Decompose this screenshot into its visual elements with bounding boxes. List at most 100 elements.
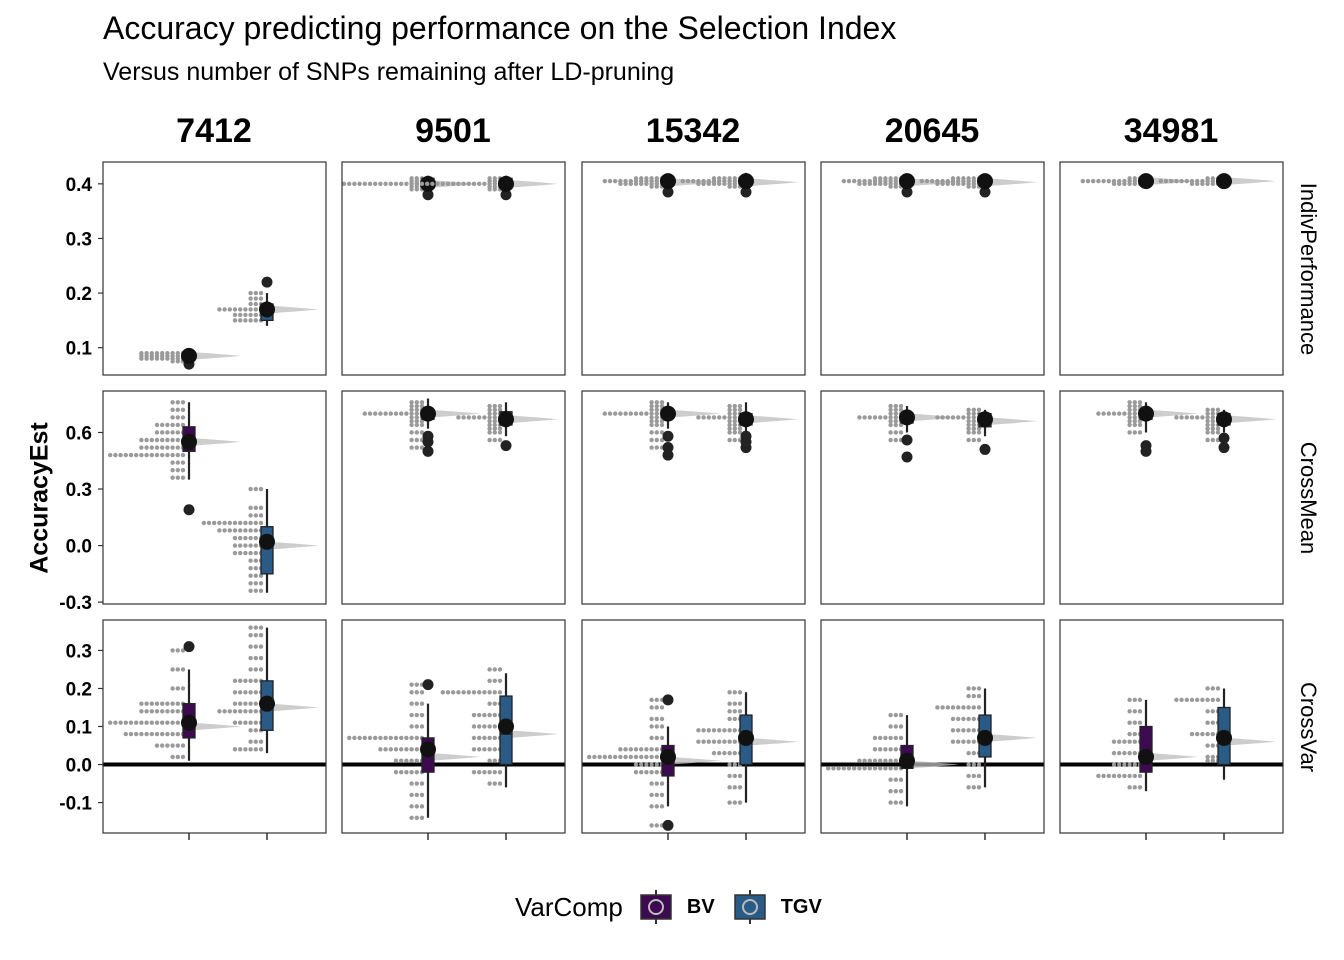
dot-mark	[487, 735, 492, 741]
dot-mark	[659, 781, 665, 786]
dot-mark	[1111, 750, 1117, 756]
panel-content	[1096, 400, 1276, 457]
dot-mark	[732, 437, 737, 443]
outlier-point	[901, 186, 913, 198]
dot-mark	[414, 437, 419, 443]
dot-mark	[248, 690, 253, 695]
dot-mark	[732, 411, 737, 416]
dot-mark	[1096, 411, 1101, 416]
dot-mark	[961, 181, 966, 187]
dot-mark	[1132, 720, 1138, 725]
dot-mark	[170, 720, 175, 725]
dot-mark	[727, 411, 732, 416]
dot-mark	[414, 418, 419, 424]
dot-mark	[618, 181, 623, 187]
dot-mark	[966, 411, 971, 416]
dot-mark	[180, 460, 186, 465]
dot-mark	[238, 318, 243, 323]
dot-mark	[888, 724, 893, 729]
dot-mark	[248, 573, 253, 578]
dot-mark	[639, 747, 644, 752]
outlier-point	[901, 434, 913, 446]
dot-mark	[1137, 785, 1143, 790]
dot-mark	[258, 513, 264, 518]
dot-mark	[644, 747, 649, 752]
dot-mark	[445, 690, 451, 695]
mean-point	[420, 741, 436, 758]
dot-mark	[1137, 430, 1143, 435]
dot-mark	[108, 720, 113, 725]
dot-mark	[867, 766, 872, 771]
dot-mark	[180, 743, 186, 748]
dot-mark	[253, 296, 258, 301]
dot-mark	[487, 712, 492, 718]
dot-mark	[165, 701, 170, 706]
dot-mark	[888, 712, 893, 718]
dot-mark	[175, 415, 180, 420]
dot-mark	[883, 176, 888, 181]
violin-half	[907, 760, 959, 769]
dot-mark	[1132, 750, 1138, 756]
dot-mark	[893, 184, 898, 189]
dot-mark	[357, 181, 362, 187]
dot-mark	[419, 815, 425, 820]
dot-mark	[1111, 762, 1117, 767]
dot-mark	[893, 777, 898, 782]
dot-mark	[253, 690, 258, 695]
dot-mark	[691, 178, 696, 184]
dot-mark	[383, 181, 388, 187]
dot-mark	[409, 769, 414, 775]
dot-mark	[732, 728, 737, 733]
panel-content	[602, 172, 798, 198]
dot-mark	[1210, 181, 1216, 187]
dot-mark	[170, 452, 175, 458]
dot-mark	[253, 667, 258, 672]
dot-mark	[862, 758, 867, 763]
dot-mark	[258, 588, 264, 594]
dot-mark	[160, 430, 165, 435]
dot-mark	[419, 422, 425, 428]
panel-border	[820, 619, 1045, 834]
dot-mark	[898, 724, 904, 729]
dot-mark	[649, 430, 654, 435]
dot-mark	[419, 804, 425, 809]
mean-point	[738, 411, 754, 428]
dot-mark	[487, 690, 492, 695]
dot-mark	[971, 739, 976, 744]
dot-mark	[170, 709, 175, 714]
dot-mark	[1137, 400, 1143, 405]
dot-mark	[1132, 731, 1138, 737]
dot-mark	[878, 181, 883, 187]
dot-mark	[487, 769, 492, 775]
dot-mark	[487, 426, 492, 431]
dot-mark	[639, 176, 644, 181]
dot-mark	[1106, 773, 1112, 779]
dot-mark	[160, 437, 165, 443]
dot-mark	[180, 415, 186, 420]
dot-mark	[1195, 697, 1200, 703]
dot-mark	[497, 667, 503, 672]
dot-mark	[414, 187, 419, 192]
dot-mark	[487, 415, 492, 420]
dot-mark	[409, 758, 414, 763]
dot-mark	[248, 550, 253, 556]
dot-mark	[487, 667, 492, 672]
dot-mark	[940, 705, 945, 710]
dot-mark	[175, 350, 180, 356]
dot-mark	[419, 445, 425, 450]
dot-mark	[492, 187, 497, 192]
outlier-point	[662, 186, 674, 198]
dot-mark	[399, 769, 404, 775]
dot-mark	[134, 731, 139, 737]
dot-mark	[373, 735, 378, 741]
dot-mark	[878, 735, 883, 741]
dot-mark	[898, 735, 904, 741]
dot-mark	[471, 712, 477, 718]
dot-mark	[477, 181, 482, 187]
dot-mark	[1200, 697, 1205, 703]
outlier-point	[662, 430, 674, 442]
dot-mark	[862, 415, 867, 420]
dot-mark	[253, 528, 258, 533]
dot-mark	[253, 535, 258, 541]
